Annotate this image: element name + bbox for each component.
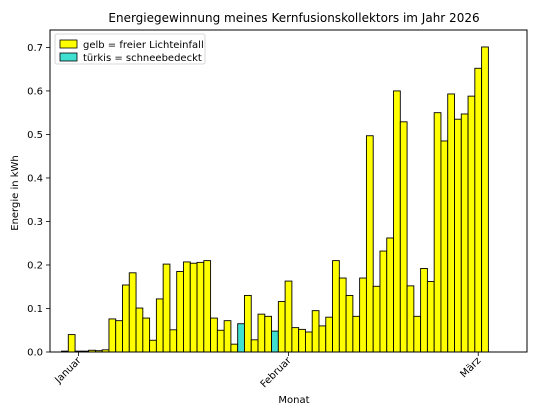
bar-free-light — [122, 284, 130, 353]
y-axis-label: Energie in kWh — [10, 155, 21, 231]
chart-title: Energiegewinnung meines Kernfusionskolle… — [108, 11, 479, 25]
bar-free-light — [210, 317, 218, 353]
y-tick-label: 0.5 — [27, 130, 43, 141]
bar-free-light — [264, 315, 273, 353]
bar-free-light — [291, 327, 300, 353]
bar-free-light — [277, 301, 286, 353]
bar-free-light — [474, 67, 483, 353]
bar-free-light — [372, 285, 381, 353]
bar-free-light — [406, 285, 415, 353]
y-tick-label: 0.7 — [27, 43, 43, 54]
bar-free-light — [162, 263, 171, 353]
bar-free-light — [135, 307, 144, 353]
bar-free-light — [379, 250, 388, 353]
bar-free-light — [352, 315, 361, 353]
y-tick-label: 0.2 — [27, 260, 43, 271]
bar-free-light — [298, 328, 306, 353]
bar-free-light — [359, 277, 367, 353]
bar-free-light — [230, 343, 239, 353]
bar-free-light — [332, 260, 340, 353]
bar-free-light — [203, 260, 212, 353]
legend-swatch — [59, 39, 78, 49]
bar-free-light — [413, 315, 422, 353]
y-tick-label: 0.6 — [27, 86, 43, 97]
bar-free-light — [155, 298, 164, 353]
bar-free-light — [216, 329, 225, 353]
bar-free-light — [196, 261, 205, 353]
bar-free-light — [420, 268, 428, 353]
bar-free-light — [426, 281, 435, 353]
bar-free-light — [386, 237, 394, 353]
x-axis-label: Monat — [278, 395, 309, 406]
bar-free-light — [115, 320, 123, 353]
bar-free-light — [447, 93, 455, 353]
bar-free-light — [108, 318, 117, 353]
legend-box — [54, 33, 206, 65]
bar-free-light — [183, 261, 191, 353]
bar-free-light — [454, 118, 462, 353]
legend-label: gelb = freier Lichteinfall — [83, 40, 204, 51]
bar-free-light — [311, 310, 320, 353]
bar-free-light — [440, 140, 449, 353]
bar-free-light — [169, 329, 178, 353]
y-tick-label: 0.1 — [27, 304, 43, 315]
bar-free-light — [142, 317, 151, 353]
y-tick-label: 0.0 — [27, 348, 43, 359]
bar-free-light — [250, 339, 259, 353]
bar-snow-covered — [237, 323, 245, 353]
bar-free-light — [149, 339, 157, 353]
bar-free-light — [345, 294, 354, 353]
bar-free-light — [176, 271, 184, 353]
bar-free-light — [318, 325, 327, 353]
bar-free-light — [67, 334, 76, 353]
bar-free-light — [365, 135, 374, 353]
bar-free-light — [257, 313, 266, 353]
bar-free-light — [399, 121, 408, 353]
bar-free-light — [189, 262, 198, 353]
bar-free-light — [467, 95, 476, 353]
bar-free-light — [304, 331, 313, 353]
legend-swatch — [59, 52, 78, 62]
bar-free-light — [284, 280, 293, 353]
legend-label: türkis = schneebedeckt — [83, 53, 202, 64]
bar-free-light — [481, 46, 489, 353]
bar-snow-covered — [271, 330, 279, 353]
bar-free-light — [460, 113, 469, 353]
bar-free-light — [244, 294, 252, 353]
bar-free-light — [223, 320, 232, 353]
bar-free-light — [393, 90, 401, 353]
bar-free-light — [325, 316, 333, 353]
bar-free-light — [128, 272, 137, 353]
y-tick-label: 0.4 — [27, 173, 43, 184]
bar-free-light — [338, 277, 347, 353]
y-tick-label: 0.3 — [27, 217, 43, 228]
bar-free-light — [433, 112, 442, 353]
legend: gelb = freier Lichteinfall türkis = schne… — [54, 33, 206, 65]
